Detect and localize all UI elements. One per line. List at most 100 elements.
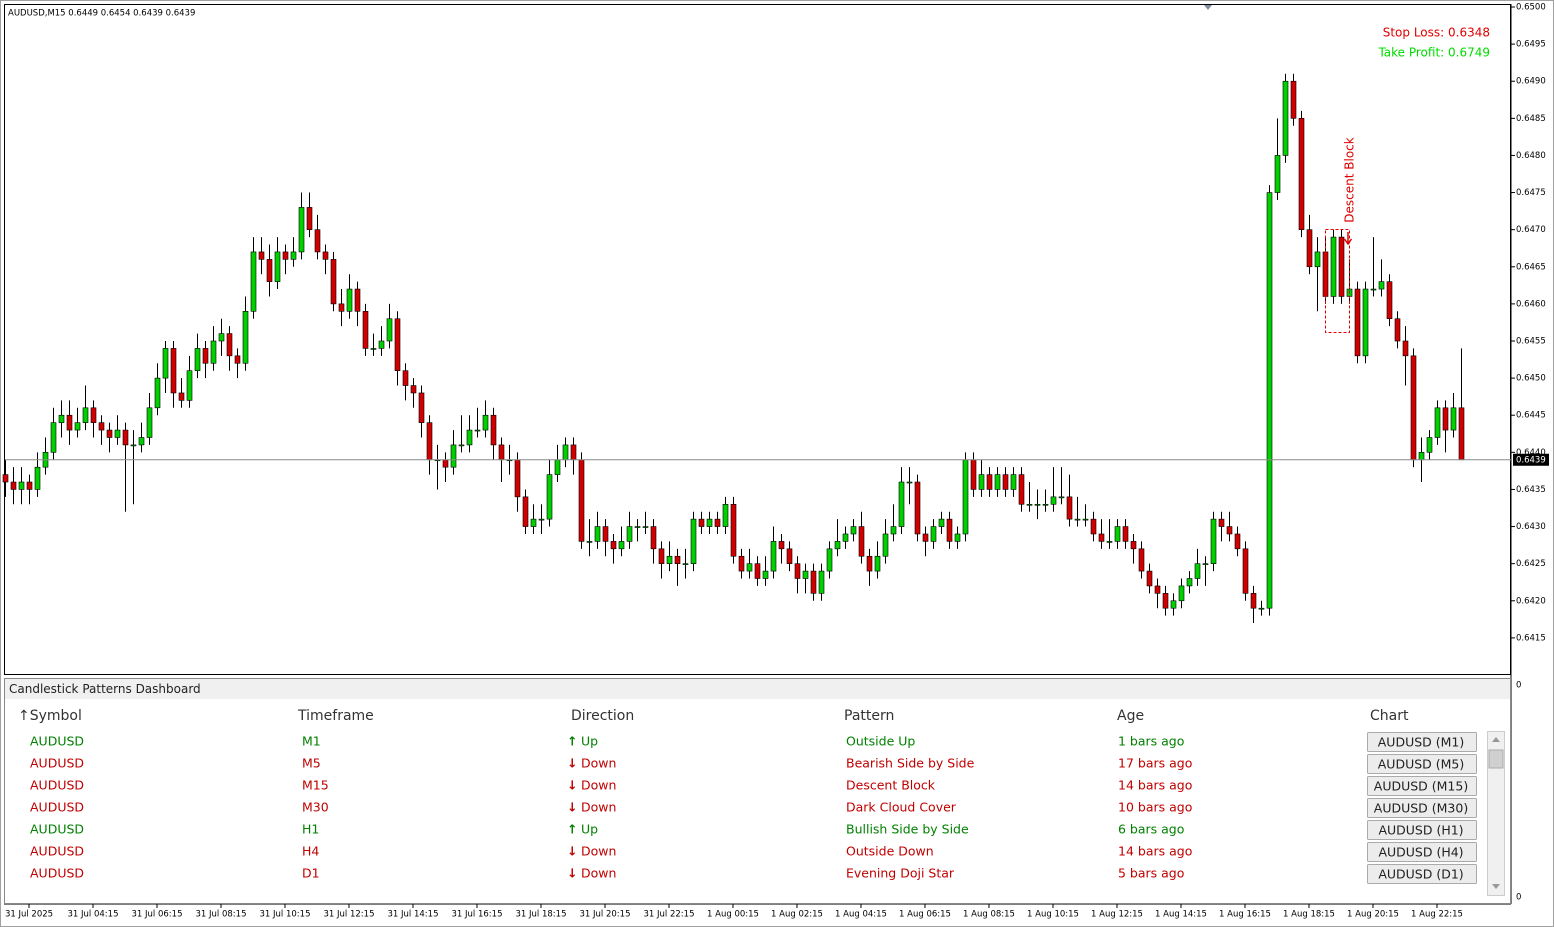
candle-body (786, 548, 793, 564)
candle-body (954, 533, 961, 542)
direction: Down (581, 778, 616, 793)
candle-body (194, 348, 201, 371)
candle-body (706, 518, 713, 527)
symbol: AUDUSD (30, 778, 84, 793)
chart-button[interactable] (1367, 754, 1477, 774)
current-price-box (1513, 453, 1549, 466)
direction-arrow: ↓ (567, 800, 577, 815)
candle-body (746, 563, 753, 572)
candle-body (442, 459, 449, 468)
candle-body (906, 481, 913, 484)
candle-body (1202, 563, 1209, 565)
candle-body (858, 526, 865, 557)
candle-body (650, 526, 657, 550)
scroll-marker (1204, 5, 1212, 10)
symbol: AUDUSD (30, 756, 84, 771)
column-header[interactable]: Pattern (844, 708, 894, 724)
dashboard-titlebar (5, 679, 1510, 699)
stop-loss: Stop Loss: 0.6348 (1383, 26, 1490, 40)
chart-button-label[interactable]: AUDUSD (D1) (1378, 867, 1463, 882)
candle-body (618, 541, 625, 550)
candle-body (34, 466, 41, 490)
candle-body (674, 555, 681, 564)
pattern: Evening Doji Star (846, 866, 955, 881)
candle-body (1098, 533, 1105, 542)
candle-body (1266, 192, 1273, 609)
chart-button[interactable] (1367, 820, 1477, 840)
candle-body (402, 370, 409, 386)
price-tick-label: 0.6415 (1516, 633, 1546, 643)
chart-button-label[interactable]: AUDUSD (H4) (1378, 845, 1463, 860)
candle-body (410, 385, 417, 394)
candle-body (354, 288, 361, 312)
symbol: AUDUSD (30, 822, 84, 837)
chart-button[interactable] (1367, 842, 1477, 862)
time-label: 1 Aug 06:15 (899, 910, 951, 920)
direction: Down (581, 756, 616, 771)
age: 14 bars ago (1118, 844, 1192, 859)
time-label: 31 Jul 2025 (5, 910, 53, 920)
candle-body (218, 333, 225, 342)
price-tick-label: 0.6495 (1516, 40, 1546, 50)
candle-body (258, 251, 265, 260)
column-header[interactable]: Timeframe (297, 708, 374, 724)
time-label: 1 Aug 18:15 (1283, 910, 1335, 920)
chart-button[interactable] (1367, 732, 1477, 752)
current-price-label: 0.6439 (1516, 455, 1546, 465)
chart-button-label[interactable]: AUDUSD (M15) (1374, 779, 1468, 794)
candle-body (122, 429, 129, 446)
candle-body (698, 518, 705, 527)
pattern: Outside Up (846, 734, 915, 749)
candle-body (530, 518, 537, 527)
sub-axis-label: 0 (1516, 681, 1521, 691)
chart-button[interactable] (1367, 864, 1477, 884)
price-tick-label: 0.6450 (1516, 374, 1546, 384)
time-label: 31 Jul 06:15 (132, 910, 183, 920)
direction: Down (581, 866, 616, 881)
scrollbar[interactable] (1487, 731, 1505, 896)
column-header[interactable]: Direction (571, 708, 634, 724)
candle-body (1194, 563, 1201, 579)
candle-body (138, 437, 145, 446)
time-label: 1 Aug 08:15 (963, 910, 1015, 920)
scroll-up[interactable] (1492, 737, 1500, 742)
timeframe: H1 (302, 822, 319, 837)
pattern-box (1325, 229, 1350, 333)
column-header[interactable]: Age (1117, 708, 1144, 724)
candle-body (1370, 288, 1377, 291)
chart-button-label[interactable]: AUDUSD (H1) (1378, 823, 1463, 838)
symbol: AUDUSD (30, 844, 84, 859)
candle-body (546, 474, 553, 520)
candle-body (282, 251, 289, 260)
candle-body (842, 533, 849, 542)
candle-body (498, 444, 505, 461)
scroll-down[interactable] (1492, 884, 1500, 889)
time-label: 1 Aug 16:15 (1219, 910, 1271, 920)
candle-body (1250, 593, 1257, 609)
column-header[interactable]: ↑Symbol (18, 708, 82, 724)
time-label: 31 Jul 16:15 (452, 910, 503, 920)
candle-body (10, 481, 17, 490)
candle-body (666, 555, 673, 564)
candle-body (82, 407, 89, 423)
candle-body (114, 429, 121, 438)
candle-body (586, 541, 593, 543)
candle-body (1130, 541, 1137, 550)
chart-button-label[interactable]: AUDUSD (M1) (1378, 735, 1465, 750)
chart-button[interactable] (1367, 776, 1477, 796)
chart-button-label[interactable]: AUDUSD (M5) (1378, 757, 1465, 772)
candle-body (1402, 340, 1409, 357)
chart-button[interactable] (1367, 798, 1477, 818)
candle-body (754, 563, 761, 579)
time-label: 1 Aug 20:15 (1347, 910, 1399, 920)
candle-body (1010, 474, 1017, 490)
candle-body (794, 563, 801, 579)
pattern-arrow (1343, 232, 1353, 246)
scroll-thumb[interactable] (1488, 749, 1504, 769)
candle-body (202, 348, 209, 364)
direction-arrow: ↑ (567, 734, 577, 749)
candle-body (1106, 541, 1113, 543)
column-header[interactable]: Chart (1370, 708, 1409, 724)
chart-button-label[interactable]: AUDUSD (M30) (1374, 801, 1468, 816)
time-label: 1 Aug 10:15 (1027, 910, 1079, 920)
